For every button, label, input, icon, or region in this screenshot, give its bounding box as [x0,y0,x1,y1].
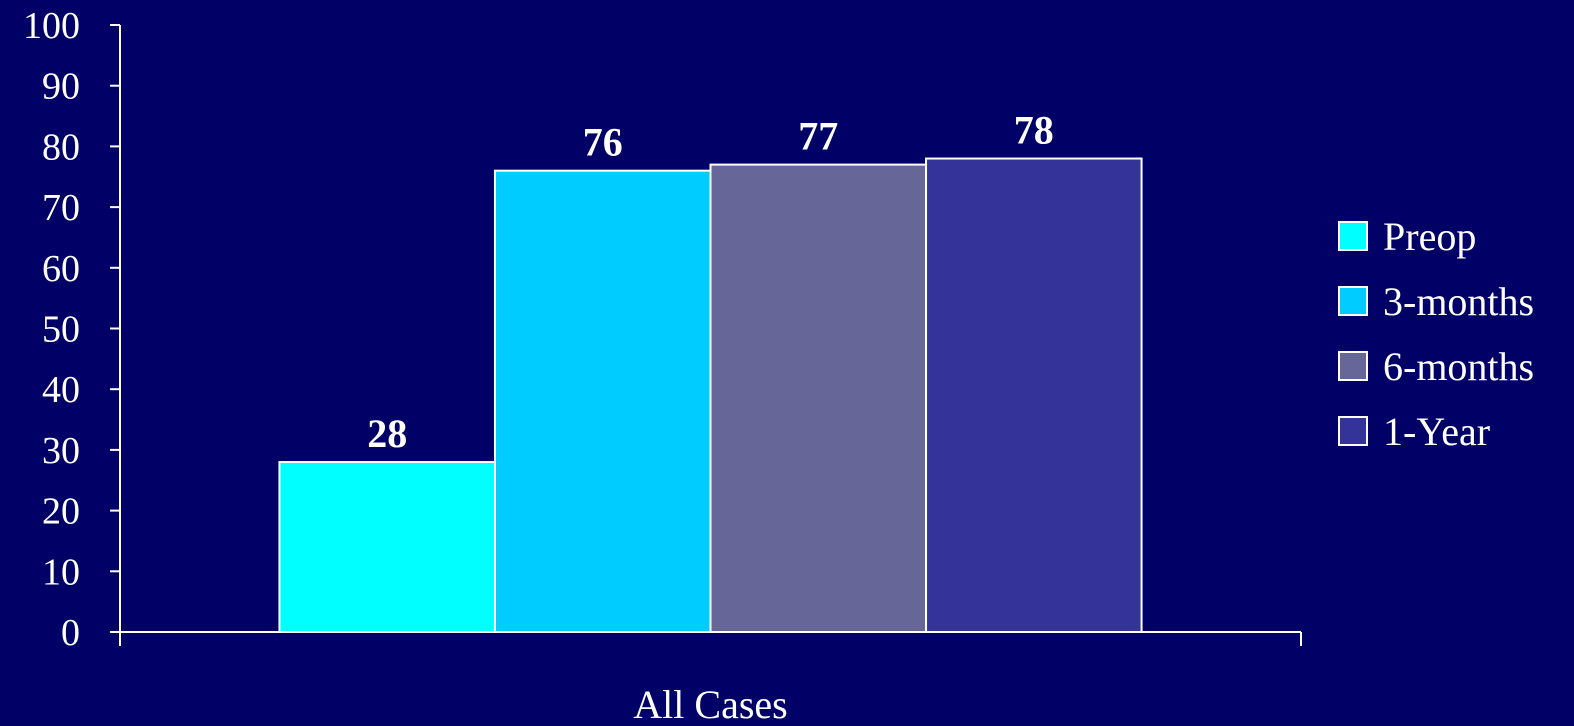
y-tick-label: 70 [42,187,80,229]
y-tick-label: 60 [42,248,80,290]
x-axis: All Cases [120,631,1302,726]
y-tick-label: 90 [42,66,80,108]
y-tick-label: 40 [42,369,80,411]
bars: 28 76 77 78 [278,108,1143,634]
legend-item: 3-months [1338,279,1534,324]
legend-label: Preop [1383,214,1476,259]
data-label: 77 [798,114,838,159]
y-tick-label: 100 [23,5,80,47]
y-tick-label: 50 [42,309,80,351]
legend-label: 3-months [1383,279,1534,324]
legend-swatch [1338,286,1368,316]
legend-item: 1-Year [1338,409,1490,454]
bar-preop [278,461,496,634]
legend: Preop 3-months 6-months 1-Year [1338,214,1534,454]
legend-swatch [1338,221,1368,251]
legend-label: 1-Year [1383,409,1490,454]
legend-label: 6-months [1383,344,1534,389]
y-tick-label: 20 [42,491,80,533]
y-tick-label: 0 [61,612,80,654]
bar-3-months [493,169,712,633]
bar-6-months [709,163,928,634]
bar-1-year [925,157,1143,633]
y-tick-label: 30 [42,430,80,472]
y-axis: 0 10 20 30 40 50 60 70 80 90 100 [23,5,121,654]
legend-item: Preop [1338,214,1476,259]
category-label: All Cases [633,682,787,726]
y-tick-label: 10 [42,551,80,593]
data-label: 78 [1014,108,1054,153]
legend-swatch [1338,351,1368,381]
legend-swatch [1338,416,1368,446]
y-tick-label: 80 [42,126,80,168]
data-label: 28 [367,411,407,456]
data-label: 76 [583,120,623,165]
legend-item: 6-months [1338,344,1534,389]
